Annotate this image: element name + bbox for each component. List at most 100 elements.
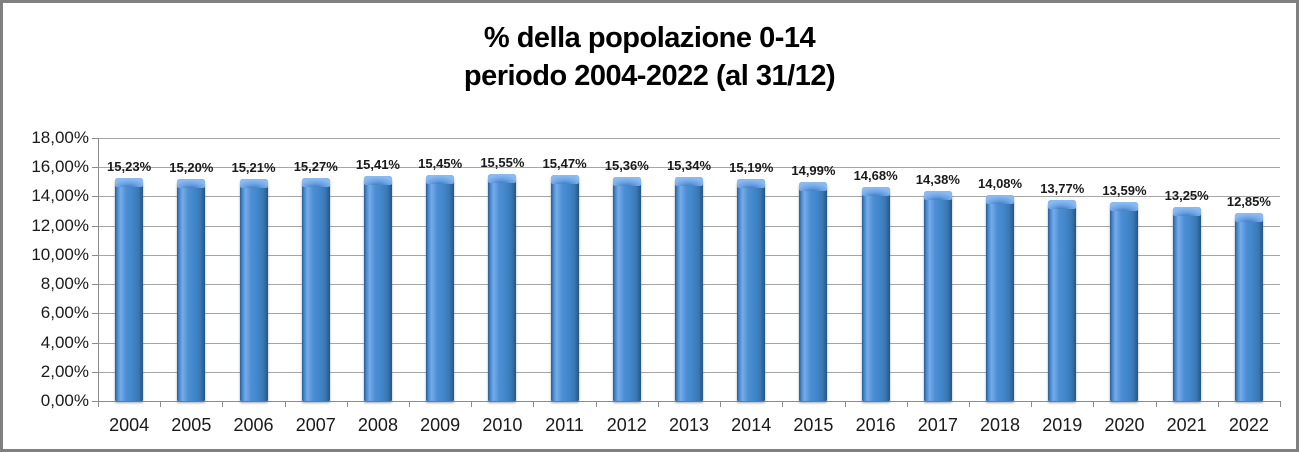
x-tick-mark [844, 401, 846, 407]
chart-title-line1: % della popolazione 0-14 [483, 22, 816, 54]
bar-value-label: 15,55% [480, 154, 525, 170]
x-axis-line [98, 401, 1280, 402]
y-tick-mark [92, 401, 98, 402]
x-axis-label: 2005 [171, 415, 212, 435]
x-axis-label: 2004 [109, 415, 150, 435]
y-axis-label: 18,00% [31, 128, 89, 147]
bar-2011 [550, 174, 579, 401]
bar-2006 [239, 178, 268, 401]
y-axis-label: 14,00% [31, 186, 89, 206]
x-tick-mark [1031, 401, 1033, 407]
bar-2020 [1110, 202, 1139, 401]
bar-value-label: 14,38% [915, 171, 960, 187]
bar-2021 [1172, 207, 1201, 401]
bar-value-label: 15,20% [169, 159, 214, 175]
bar-value-label: 13,25% [1164, 188, 1209, 204]
y-axis-label: 6,00% [40, 303, 89, 323]
bar-2014 [737, 179, 766, 401]
y-axis-label: 16,00% [31, 157, 89, 177]
x-tick-mark [471, 401, 473, 407]
x-axis-label: 2019 [1042, 415, 1083, 435]
x-tick-mark [968, 401, 970, 407]
chart-title-line2: periodo 2004-2022 (al 31/12) [463, 60, 836, 92]
y-tick-mark [92, 284, 98, 286]
bar-value-label: 15,36% [604, 157, 649, 173]
y-axis-label: 12,00% [31, 215, 89, 235]
bar-value-label: 13,77% [1040, 180, 1085, 196]
x-tick-mark [284, 401, 286, 407]
bar-2005 [177, 178, 206, 401]
x-tick-mark [595, 401, 597, 407]
y-tick-mark [92, 167, 98, 169]
x-tick-mark [1155, 401, 1157, 407]
x-axis-label: 2014 [731, 415, 772, 435]
bar-2004 [115, 178, 144, 401]
bar-value-label: 15,19% [729, 160, 774, 176]
x-axis-label: 2010 [482, 415, 523, 435]
x-tick-mark [782, 401, 784, 407]
x-axis-label: 2006 [233, 415, 274, 435]
bar-value-label: 15,27% [293, 158, 338, 174]
x-tick-mark [1217, 401, 1219, 407]
bar-value-label: 14,99% [791, 162, 836, 178]
x-tick-mark [98, 401, 99, 407]
x-axis-label: 2013 [668, 415, 710, 435]
bar-value-label: 15,21% [231, 159, 276, 175]
bar-2009 [426, 175, 455, 401]
x-axis-label: 2016 [855, 415, 896, 435]
x-tick-mark [657, 401, 659, 407]
y-tick-mark [92, 313, 98, 315]
bar-2012 [612, 176, 641, 401]
x-axis-label: 2021 [1166, 415, 1207, 435]
bar-2013 [675, 176, 703, 401]
x-tick-mark [906, 401, 908, 407]
bar-2018 [986, 195, 1015, 401]
bar-value-label: 15,23% [107, 159, 152, 175]
x-axis-label: 2008 [357, 415, 398, 435]
x-axis-label: 2018 [980, 415, 1021, 435]
x-axis-label: 2007 [295, 415, 336, 435]
x-tick-mark [346, 401, 348, 407]
y-tick-mark [92, 254, 98, 256]
bar-2022 [1234, 213, 1263, 401]
x-tick-mark [222, 401, 224, 407]
bar-2007 [301, 177, 330, 401]
bar-value-label: 15,45% [418, 156, 463, 172]
x-axis-label: 2009 [420, 415, 461, 435]
bar-2010 [488, 173, 517, 401]
y-axis-label: 10,00% [31, 244, 89, 264]
bar-value-label: 12,85% [1226, 194, 1271, 210]
bar-value-label: 15,47% [542, 155, 587, 171]
y-tick-mark [92, 196, 98, 198]
x-tick-mark [1093, 401, 1095, 407]
x-axis-label: 2022 [1228, 415, 1269, 435]
x-tick-mark [1280, 401, 1281, 407]
y-axis-label: 2,00% [40, 361, 89, 381]
x-tick-mark [160, 401, 162, 407]
bar-value-label: 14,68% [853, 167, 898, 183]
y-tick-mark [92, 225, 98, 227]
x-tick-mark [533, 401, 535, 407]
x-axis-label: 2012 [606, 415, 647, 435]
plot-area: 18,00% 16,00% 14,00% 12,00% 10,00% 8,00% 6,00%… [3, 3, 1296, 449]
bar-value-label: 13,59% [1102, 183, 1147, 199]
bar-2017 [923, 190, 952, 401]
y-axis-label: 4,00% [40, 332, 89, 352]
x-axis-label: 2011 [545, 415, 584, 435]
x-axis-label: 2020 [1104, 415, 1145, 435]
y-tick-mark [92, 138, 98, 139]
bar-value-label: 15,41% [355, 156, 400, 172]
x-axis-label: 2017 [917, 415, 958, 435]
bar-value-label: 14,08% [978, 176, 1023, 192]
y-tick-mark [92, 371, 98, 373]
bar-2015 [799, 181, 828, 401]
x-axis-label: 2015 [793, 415, 834, 435]
y-axis-label: 8,00% [40, 274, 89, 294]
x-tick-mark [720, 401, 722, 407]
bar-2019 [1048, 199, 1077, 401]
y-axis-line [98, 138, 99, 401]
x-tick-mark [409, 401, 411, 407]
bar-2008 [363, 175, 392, 401]
y-axis-label: 0,00% [40, 391, 89, 410]
